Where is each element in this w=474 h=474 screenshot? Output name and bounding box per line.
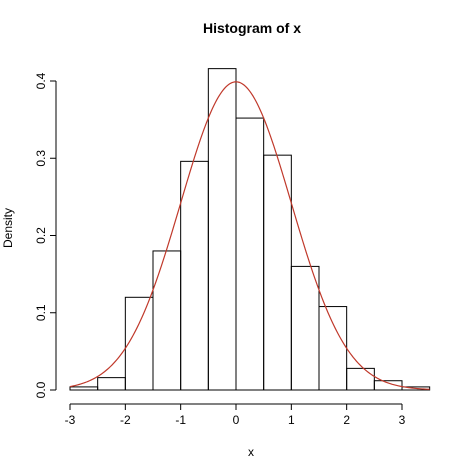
density-curve xyxy=(69,81,430,390)
histogram-bar xyxy=(180,160,209,391)
histogram-bar xyxy=(152,250,182,391)
histogram-bar xyxy=(97,377,126,391)
histogram-bar xyxy=(124,296,154,391)
histogram-bars xyxy=(69,68,431,391)
histogram-bar xyxy=(318,306,348,391)
histogram-bar xyxy=(235,117,265,391)
x-tick-label: -1 xyxy=(175,413,186,427)
histogram-bar xyxy=(207,68,237,391)
x-tick-label: 0 xyxy=(233,413,240,427)
x-tick-label: 2 xyxy=(343,413,350,427)
y-tick-label: 0.4 xyxy=(34,72,48,89)
x-tick-label: -3 xyxy=(65,413,76,427)
histogram-bar xyxy=(346,367,375,391)
histogram-bar xyxy=(373,380,403,391)
histogram-bar xyxy=(290,265,320,391)
x-tick-label: 1 xyxy=(288,413,295,427)
histogram-bar xyxy=(69,386,99,391)
y-tick-label: 0.0 xyxy=(34,381,48,398)
chart-title: Histogram of x xyxy=(203,20,301,36)
x-tick-label: 3 xyxy=(399,413,406,427)
y-axis: 0.0 0.1 0.2 0.3 0.4 xyxy=(34,72,57,398)
y-tick-label: 0.3 xyxy=(34,150,48,167)
x-tick-label: -2 xyxy=(120,413,131,427)
x-axis-label: x xyxy=(248,445,254,459)
y-tick-label: 0.2 xyxy=(34,227,48,244)
histogram-bar xyxy=(401,386,431,391)
y-axis-label: Density xyxy=(1,208,15,248)
y-tick-label: 0.1 xyxy=(34,304,48,321)
x-axis: -3 -2 -1 0 1 2 3 xyxy=(65,403,406,427)
